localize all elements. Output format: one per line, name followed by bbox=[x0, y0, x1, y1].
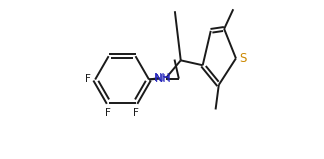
Text: S: S bbox=[239, 52, 247, 65]
Text: F: F bbox=[86, 75, 91, 84]
Text: NH: NH bbox=[154, 73, 171, 83]
Text: F: F bbox=[105, 108, 111, 118]
Text: NH: NH bbox=[155, 74, 171, 84]
Text: F: F bbox=[133, 108, 139, 118]
